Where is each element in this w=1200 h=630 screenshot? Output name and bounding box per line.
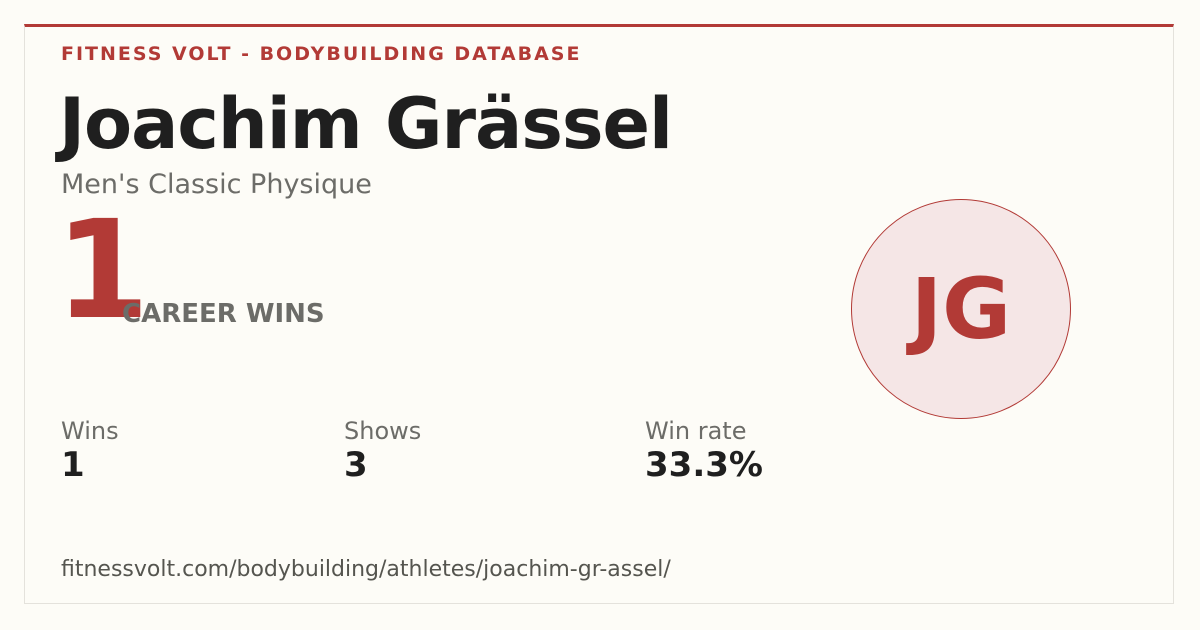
stat-value: 3 [344,445,368,485]
division: Men's Classic Physique [61,169,372,200]
stat-value: 33.3% [645,445,763,485]
stat-label: Shows [344,417,422,445]
stat-label: Wins [61,417,119,445]
brand: FITNESS VOLT - BODYBUILDING DATABASE [61,43,582,65]
url: fitnessvolt.com/bodybuilding/athletes/jo… [61,557,671,582]
avatar: JG [851,199,1071,419]
athlete-name: Joachim Grässel [59,83,673,165]
career-wins-number: 1 [55,192,150,350]
stat-value: 1 [61,445,85,485]
career-wins-label: CAREER WINS [122,299,325,329]
card: FITNESS VOLT - BODYBUILDING DATABASE Joa… [24,24,1174,604]
stat-label: Win rate [645,417,747,445]
